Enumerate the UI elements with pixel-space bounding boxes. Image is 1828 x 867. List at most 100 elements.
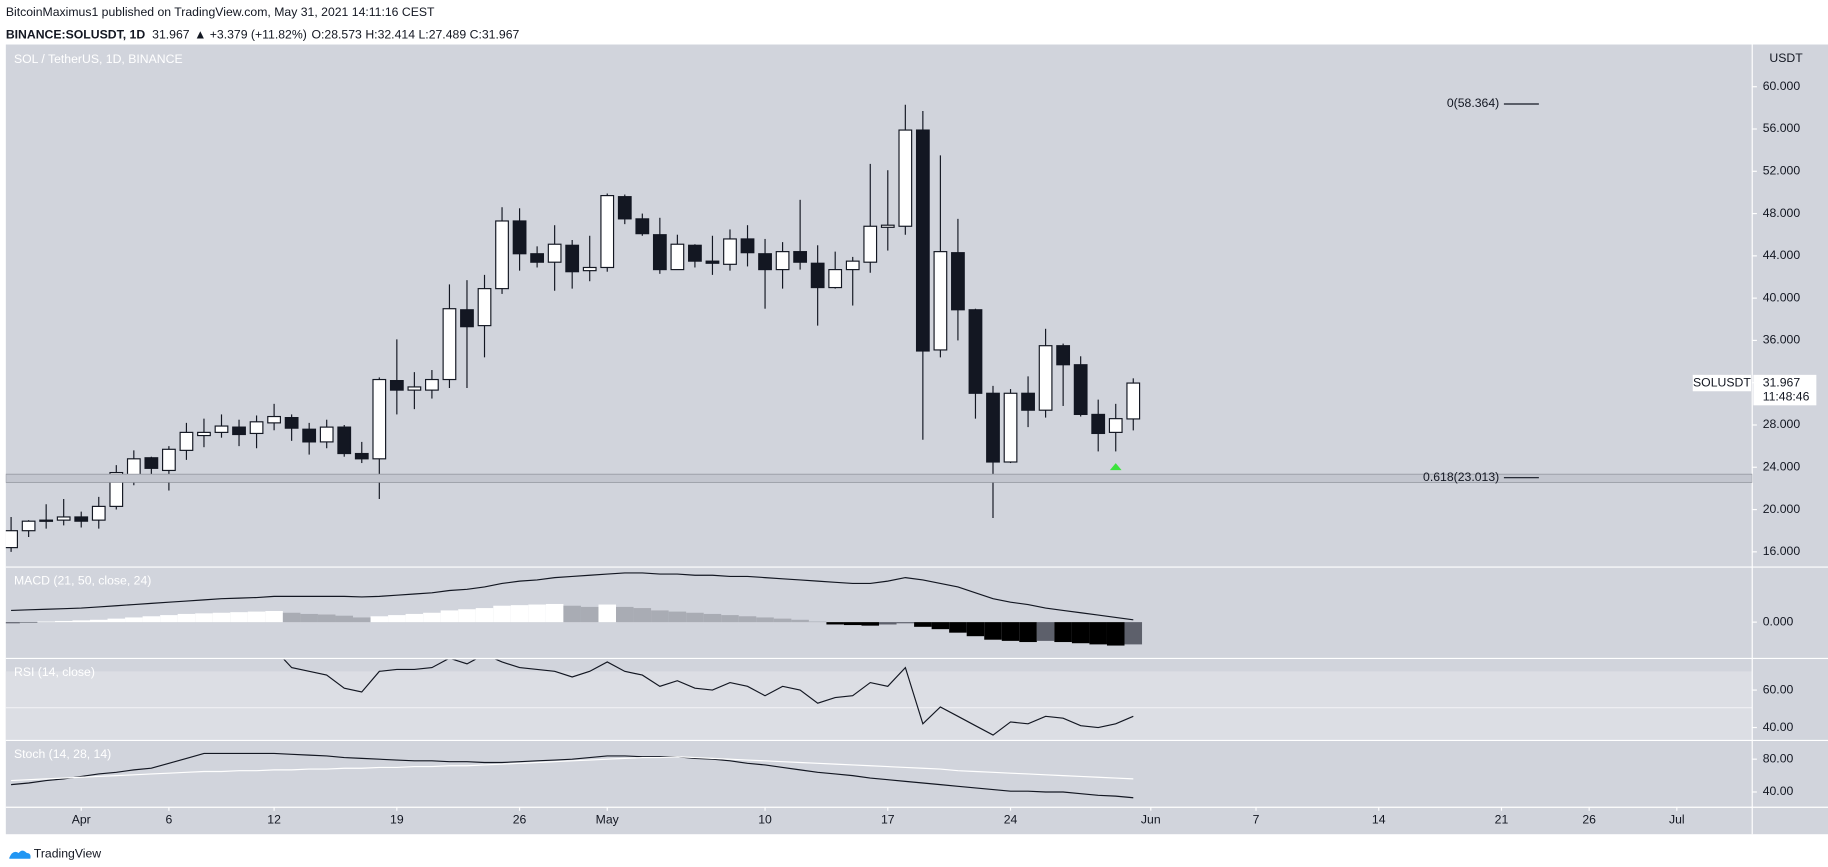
- axis-label: USDT: [1769, 51, 1803, 65]
- macd-line: [11, 572, 1134, 621]
- candle-body: [319, 426, 334, 443]
- histogram-bar: [633, 608, 652, 623]
- histogram-bar: [265, 611, 283, 623]
- candle-body: [477, 288, 492, 327]
- candle-body: [723, 238, 737, 265]
- histogram-bar: [861, 622, 880, 626]
- fib-label: 0.618(23.013): [1423, 470, 1499, 484]
- candle-body: [5, 530, 18, 549]
- ohlc-value: 27.489: [429, 27, 467, 41]
- histogram-bar: [826, 622, 844, 625]
- histogram-bar: [72, 620, 90, 623]
- candle-body: [775, 251, 790, 271]
- x-tick-label: Jul: [1669, 812, 1685, 826]
- candle-body: [1091, 413, 1106, 435]
- candle-body: [337, 426, 352, 455]
- candle-body: [705, 260, 720, 264]
- candle-body: [670, 243, 685, 271]
- x-tick-label: 6: [165, 812, 172, 826]
- symbol-label: SOLUSDT: [1693, 375, 1751, 389]
- candle-body: [249, 421, 264, 435]
- x-tick-label: 17: [881, 812, 895, 826]
- ohlc-value: 28.573: [324, 27, 362, 41]
- fib-zone: [5, 473, 1753, 483]
- histogram-bar: [1054, 622, 1072, 643]
- candle-body: [1021, 392, 1035, 411]
- candle-body: [845, 260, 860, 271]
- candle-body: [810, 262, 825, 289]
- ohlc-key: O:: [311, 27, 324, 41]
- histogram-bar: [125, 617, 143, 623]
- candle-body: [863, 225, 878, 263]
- candle-body: [1038, 345, 1053, 411]
- histogram-bar: [440, 610, 459, 623]
- histogram-bar: [1036, 622, 1055, 641]
- histogram-bar: [1019, 622, 1037, 643]
- candle-body: [372, 378, 387, 460]
- candle-body: [635, 218, 650, 235]
- histogram-bar: [5, 622, 20, 624]
- fib-label: 0(58.364): [1447, 96, 1499, 110]
- candle-body: [1073, 364, 1088, 416]
- candle-body: [442, 308, 457, 381]
- histogram-bar: [773, 618, 792, 623]
- logo-icon: [9, 850, 31, 859]
- histogram-bar: [160, 615, 178, 623]
- histogram-bar: [721, 615, 739, 623]
- candle-body: [1003, 392, 1018, 463]
- header-symbol: BINANCE:SOLUSDT, 1D: [6, 27, 145, 41]
- histogram-bar: [282, 612, 301, 623]
- candle-body: [179, 431, 194, 451]
- candle-body: [56, 516, 71, 521]
- histogram-bar: [510, 605, 529, 623]
- candle-body: [951, 252, 965, 311]
- histogram-bar: [580, 606, 599, 623]
- ohlc-key: H:: [365, 27, 377, 41]
- x-tick-label: 21: [1495, 812, 1509, 826]
- candle-body: [793, 251, 808, 263]
- panel: [5, 104, 1753, 552]
- histogram-bar: [668, 611, 687, 623]
- symbol-box: [1692, 374, 1752, 392]
- candle-body: [21, 520, 36, 532]
- header-change: ▲ +3.379 (+11.82%): [194, 27, 307, 41]
- y-tick-label: 40.00: [1763, 720, 1794, 734]
- histogram-bar: [89, 619, 108, 623]
- panel: [5, 572, 1143, 646]
- histogram-bar: [230, 612, 248, 623]
- histogram-bar: [808, 621, 827, 623]
- histogram-bar: [791, 619, 809, 623]
- y-tick-label: 52.000: [1763, 164, 1801, 178]
- histogram-bar: [195, 613, 213, 623]
- candle-body: [162, 448, 176, 472]
- histogram-bar: [738, 616, 757, 623]
- y-tick-label: 60.000: [1763, 79, 1801, 93]
- histogram-bar: [37, 621, 55, 623]
- x-tick-label: 24: [1004, 812, 1018, 826]
- histogram-bar: [843, 622, 862, 626]
- candle-body: [284, 417, 299, 429]
- candle-body: [915, 129, 930, 352]
- histogram-bar: [528, 604, 546, 623]
- histogram-bar: [54, 620, 73, 623]
- x-tick-label: 26: [513, 812, 527, 826]
- signal-marker: [1109, 463, 1122, 471]
- rsi-band: [5, 671, 1753, 741]
- candle-body: [617, 196, 632, 220]
- candle-body: [39, 519, 54, 522]
- x-tick-label: 10: [758, 812, 772, 826]
- candle-body: [986, 392, 1000, 463]
- histogram-bar: [1106, 622, 1125, 646]
- y-tick-label: 36.000: [1763, 333, 1801, 347]
- candle-body: [144, 457, 159, 469]
- candle-body: [652, 234, 667, 271]
- footer-brand: TradingView: [34, 846, 101, 860]
- x-tick-label: 14: [1372, 812, 1386, 826]
- histogram-bar: [353, 617, 371, 623]
- candle-body: [968, 309, 983, 394]
- histogram-bar: [931, 622, 950, 630]
- x-tick-label: 12: [267, 812, 281, 826]
- histogram-bar: [984, 622, 1002, 640]
